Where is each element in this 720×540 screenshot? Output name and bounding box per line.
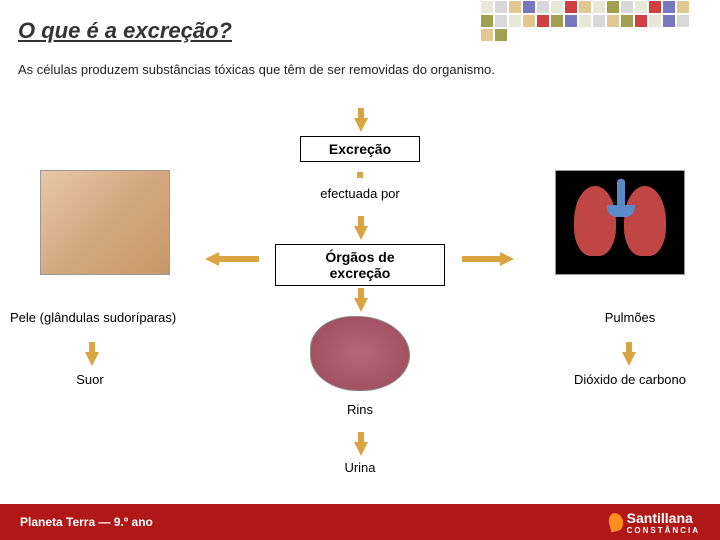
node-co2: Dióxido de carbono [555, 372, 705, 387]
node-urina: Urina [330, 460, 390, 475]
node-excrecao: Excreção [300, 136, 420, 162]
arrow-left-icon [205, 252, 219, 266]
page-title: O que é a excreção? [18, 18, 232, 44]
image-skin [40, 170, 170, 275]
footer-bar: Planeta Terra — 9.º ano Santillana CONST… [0, 504, 720, 540]
image-kidney [310, 316, 410, 391]
arrow-down-icon [622, 352, 636, 366]
footer-logo: Santillana CONSTÂNCIA [609, 510, 700, 535]
image-lungs [555, 170, 685, 275]
node-suor: Suor [50, 372, 130, 387]
node-pulmoes: Pulmões [580, 310, 680, 325]
arrow-right-icon [500, 252, 514, 266]
arrow-down-icon [354, 118, 368, 132]
footer-text: Planeta Terra — 9.º ano [20, 515, 153, 529]
decorative-squares [480, 0, 700, 42]
node-efectuada: efectuada por [300, 186, 420, 201]
connector-icon [357, 172, 363, 178]
node-orgaos: Órgãos de excreção [275, 244, 445, 286]
brand-sub: CONSTÂNCIA [627, 526, 700, 535]
arrow-down-icon [354, 298, 368, 312]
brand-name: Santillana [627, 510, 700, 526]
arrow-down-icon [85, 352, 99, 366]
flame-icon [607, 511, 625, 532]
page-subtitle: As células produzem substâncias tóxicas … [18, 62, 495, 77]
arrow-down-icon [354, 442, 368, 456]
arrow-down-icon [354, 226, 368, 240]
node-pele: Pele (glândulas sudoríparas) [10, 310, 210, 325]
node-rins: Rins [330, 402, 390, 417]
